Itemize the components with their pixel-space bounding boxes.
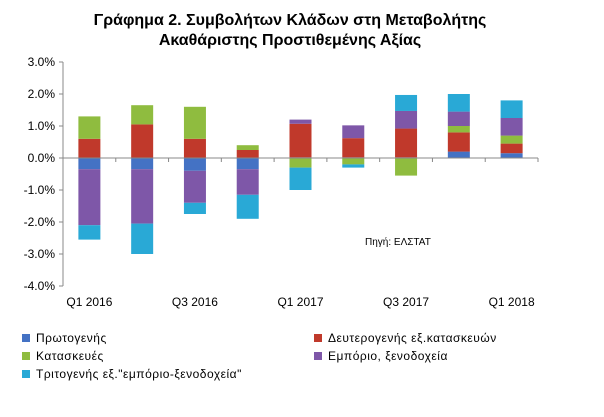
bar-segment bbox=[447, 126, 470, 133]
bar-segment bbox=[447, 132, 470, 152]
x-tick-label: Q1 2016 bbox=[66, 295, 112, 309]
bar-segment bbox=[78, 138, 101, 158]
bar-segment bbox=[500, 118, 523, 136]
x-tick-label: Q1 2017 bbox=[277, 295, 323, 309]
bar-segment bbox=[183, 202, 206, 214]
bar-segment bbox=[500, 143, 523, 154]
bar-segment bbox=[236, 158, 259, 170]
bar-segment bbox=[395, 94, 418, 111]
bar-segment bbox=[500, 100, 523, 118]
bar-segment bbox=[131, 223, 154, 254]
bar-segment bbox=[78, 225, 101, 240]
chart-title-line-1: Γράφημα 2. Συμβολήτων Κλάδων στη Μεταβολ… bbox=[93, 12, 487, 29]
bar-segment bbox=[183, 170, 206, 203]
bar-segment bbox=[342, 138, 365, 158]
x-tick-label: Q3 2016 bbox=[172, 295, 218, 309]
bar-segment bbox=[289, 123, 312, 158]
bar-segment bbox=[236, 169, 259, 195]
y-tick-label: -1.0% bbox=[24, 183, 56, 197]
bar-segment bbox=[183, 158, 206, 171]
bar-segment bbox=[447, 94, 470, 112]
y-tick-label: -2.0% bbox=[24, 215, 56, 229]
bar-segment bbox=[342, 125, 365, 139]
chart-title: Γράφημα 2. Συμβολήτων Κλάδων στη Μεταβολ… bbox=[40, 11, 540, 51]
zero-line-layer bbox=[62, 157, 539, 162]
chart-title-line-2: Ακαθάριστης Προστιθεμένης Αξίας bbox=[158, 32, 422, 49]
bar-segment bbox=[236, 194, 259, 219]
bar-segment bbox=[447, 111, 470, 126]
source-note: Πηγή: ΕΛΣΤΑΤ bbox=[365, 236, 431, 248]
bar-segment bbox=[447, 151, 470, 158]
bar-segment bbox=[78, 158, 101, 170]
bar-segment bbox=[395, 110, 418, 129]
bar-segment bbox=[289, 119, 312, 124]
bar-segment bbox=[500, 153, 523, 158]
bar-segment bbox=[500, 135, 523, 144]
bar-segment bbox=[131, 105, 154, 125]
x-tick-label: Q1 2018 bbox=[489, 295, 535, 309]
bar-segment bbox=[183, 138, 206, 158]
bar-segment bbox=[131, 169, 154, 224]
bar-segment bbox=[289, 167, 312, 190]
y-tick-label: -4.0% bbox=[24, 279, 56, 293]
bar-segment bbox=[236, 150, 259, 158]
axis-layer: 3.0% 2.0% 1.0% 0.0% -1.0% -2.0% -3.0% -4.0% Q1 2… bbox=[24, 55, 535, 309]
y-tick-label: 0.0% bbox=[28, 151, 56, 165]
bar-segment bbox=[236, 145, 259, 150]
bar-segment bbox=[395, 158, 418, 176]
bar-segment bbox=[78, 169, 101, 226]
y-tick-label: 3.0% bbox=[28, 55, 56, 69]
bar-layer bbox=[78, 94, 523, 254]
bar-segment bbox=[395, 128, 418, 158]
bar-segment bbox=[183, 106, 206, 139]
y-tick-label: 2.0% bbox=[28, 87, 56, 101]
bar-segment bbox=[289, 158, 312, 168]
bar-segment bbox=[342, 164, 365, 168]
bar-segment bbox=[131, 124, 154, 158]
bar-segment bbox=[78, 116, 101, 139]
bar-segment bbox=[131, 158, 154, 170]
x-tick-label: Q3 2017 bbox=[383, 295, 429, 309]
y-tick-label: 1.0% bbox=[28, 119, 56, 133]
bar-segment bbox=[342, 158, 365, 165]
y-tick-label: -3.0% bbox=[24, 247, 56, 261]
